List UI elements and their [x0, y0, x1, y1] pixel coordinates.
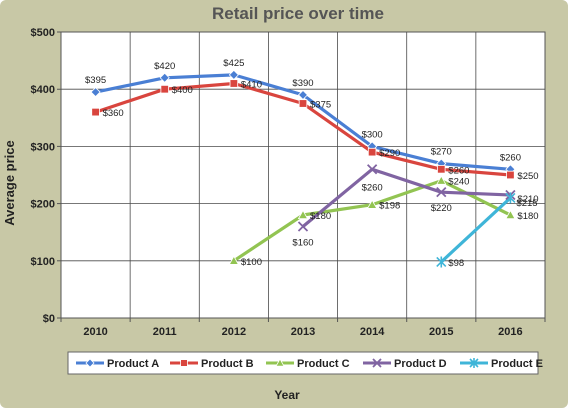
data-label: $180: [310, 211, 331, 222]
data-point: [298, 99, 308, 108]
data-point: [297, 209, 309, 220]
data-label: $260: [362, 182, 383, 193]
data-label: $390: [292, 78, 313, 89]
data-label: $395: [85, 75, 106, 86]
series-line-4: [440, 196, 512, 264]
x-axis-label: Year: [274, 388, 300, 402]
y-axis-label: Average price: [2, 140, 17, 226]
data-point: [367, 147, 377, 157]
data-label: $300: [362, 129, 383, 140]
data-point: [91, 107, 100, 117]
x-tick-label: 2011: [153, 326, 177, 338]
legend-marker: [469, 358, 479, 368]
data-label: $260: [500, 152, 521, 163]
data-point: [159, 72, 170, 83]
data-label: $360: [103, 108, 124, 119]
data-point: [229, 79, 239, 88]
data-label: $375: [310, 100, 331, 111]
legend-marker: [275, 358, 285, 367]
data-point: [160, 84, 169, 94]
legend-box: [67, 351, 539, 375]
data-label: $220: [431, 203, 452, 214]
data-point: [506, 170, 515, 180]
data-point: [437, 165, 446, 174]
data-label: $270: [431, 147, 452, 158]
x-tick-label: 2013: [291, 326, 315, 338]
legend-label: Product D: [394, 358, 447, 370]
data-label: $210: [517, 194, 538, 205]
series-line-3: [301, 167, 511, 228]
y-tick-label: $0: [43, 313, 55, 325]
legend-marker: [372, 358, 382, 368]
series-markers: [90, 69, 516, 268]
data-label: $240: [448, 177, 469, 188]
x-tick-label: 2015: [429, 326, 453, 338]
data-label: $215: [516, 198, 537, 209]
x-tick-label: 2010: [83, 326, 107, 338]
x-tick-label: 2016: [498, 326, 522, 338]
data-label: $400: [172, 85, 193, 96]
data-label: $100: [241, 257, 262, 268]
legend-label: Product B: [201, 358, 254, 370]
x-axis: 2010 2011 2012 2013 2014 2015 2016: [60, 318, 546, 338]
y-tick-label: $100: [31, 256, 55, 268]
legend-marker: [85, 358, 95, 368]
legend-label: Product C: [297, 358, 350, 370]
legend: Product A Product B Product C Product D Prod…: [67, 351, 543, 375]
data-point: [505, 209, 516, 220]
y-tick-label: $500: [31, 27, 55, 39]
data-point: [366, 199, 378, 209]
data-label: $250: [517, 171, 538, 182]
data-point: [297, 221, 309, 232]
data-label: $198: [379, 201, 400, 212]
data-point: [367, 164, 378, 175]
data-label: $180: [517, 211, 538, 222]
y-tick-label: $200: [31, 199, 55, 211]
data-point: [436, 187, 447, 198]
data-label: $425: [223, 58, 244, 69]
data-label: $260: [448, 165, 469, 176]
plot-area: [60, 31, 546, 319]
y-tick-label: $400: [31, 84, 55, 96]
data-labels: $395 $420 $425 $390 $300 $270 $260 $360 $400 $410…: [85, 58, 539, 269]
y-axis: $0 $100 $200 $300 $400 $500: [31, 27, 61, 325]
legend-marker: [180, 359, 188, 367]
data-point: [436, 175, 447, 185]
data-point: [505, 192, 516, 204]
data-point: [228, 255, 240, 265]
chart-title: Retail price over time: [212, 4, 384, 23]
data-label: $98: [448, 258, 464, 269]
data-label: $410: [241, 79, 262, 90]
x-tick-label: 2014: [360, 326, 385, 338]
y-tick-label: $300: [31, 141, 55, 153]
legend-label: Product E: [491, 358, 543, 370]
data-point: [436, 256, 447, 268]
data-label: $160: [292, 237, 313, 248]
legend-label: Product A: [107, 358, 159, 370]
data-label: $290: [379, 148, 400, 159]
data-point: [90, 86, 101, 98]
gridlines: [61, 32, 545, 318]
x-tick-label: 2012: [222, 326, 246, 338]
data-label: $420: [154, 61, 175, 72]
